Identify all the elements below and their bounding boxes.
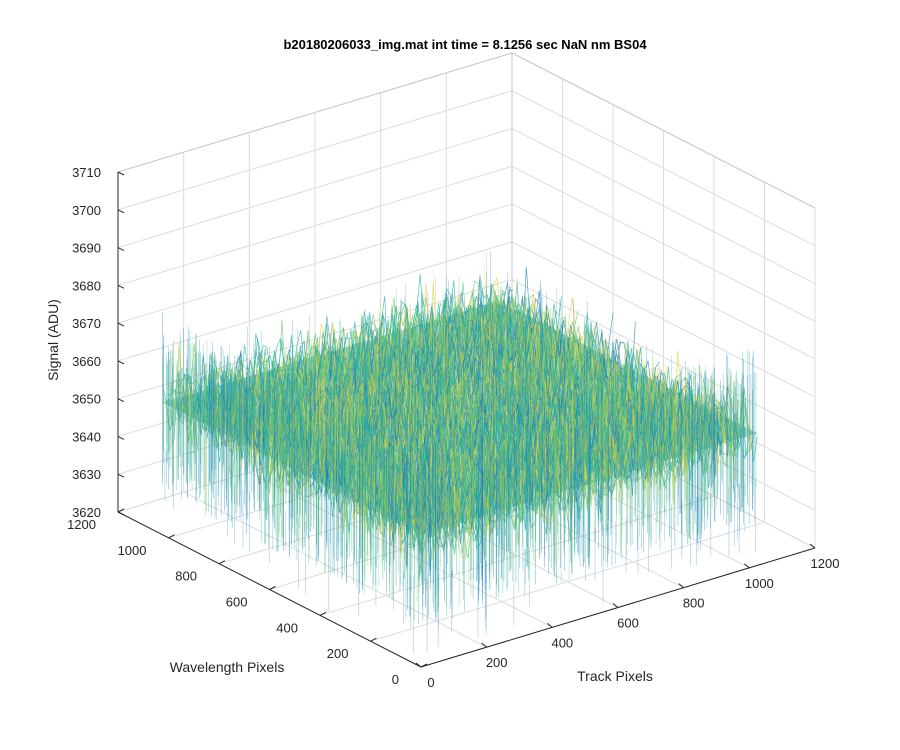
- x-tick-mark: [415, 662, 422, 668]
- x-tick-label: 400: [551, 635, 573, 650]
- z-tick-label: 3620: [72, 505, 101, 520]
- floor-gridline: [370, 521, 765, 642]
- y-axis-label: Wavelength Pixels: [170, 659, 285, 675]
- y-tick-mark: [218, 560, 226, 565]
- x-tick-label: 200: [486, 655, 508, 670]
- box-edge: [511, 52, 816, 209]
- x-tick-label: 600: [617, 616, 639, 631]
- back-wall-gridline: [117, 165, 513, 286]
- surface-layer: [162, 251, 758, 654]
- axes-layer: 0 200 400 600 800 1000 1200 0 200 400 600 800 1000 12…: [67, 165, 839, 690]
- x-tick-mark: [612, 603, 619, 608]
- chart-title: b20180206033_img.mat int time = 8.1256 s…: [283, 37, 647, 52]
- z-tick-mark: [117, 284, 125, 289]
- y-tick-mark: [269, 586, 276, 590]
- z-tick-label: 3650: [72, 392, 101, 407]
- x-tick-mark: [481, 642, 487, 648]
- x-tick-mark: [744, 563, 750, 569]
- y-tick-label: 600: [226, 595, 248, 610]
- z-tick-mark: [117, 209, 125, 214]
- x-tick-label: 800: [683, 596, 705, 611]
- y-tick-label: 200: [327, 646, 349, 661]
- z-tick-mark: [117, 322, 125, 327]
- box-edge: [117, 52, 513, 173]
- y-tick-mark: [117, 508, 125, 513]
- z-tick-mark: [117, 247, 125, 252]
- y-tick-mark: [319, 611, 327, 616]
- z-tick-label: 3670: [72, 316, 101, 331]
- side-wall-gridline: [511, 279, 816, 436]
- z-tick-label: 3710: [72, 165, 101, 180]
- z-tick-label: 3700: [72, 203, 101, 218]
- side-wall-gridline: [511, 128, 816, 285]
- y-tick-label: 1000: [118, 543, 147, 558]
- z-tick-mark: [117, 511, 125, 516]
- floor-gridline: [319, 495, 715, 616]
- z-tick-mark: [117, 171, 125, 176]
- z-tick-label: 3680: [72, 278, 101, 293]
- y-tick-mark: [370, 637, 377, 642]
- z-tick-mark: [117, 435, 125, 440]
- side-wall-gridline: [511, 165, 816, 322]
- z-axis-label: Signal (ADU): [45, 299, 61, 381]
- x-tick-label: 0: [427, 675, 434, 690]
- y-tick-label: 0: [392, 672, 399, 687]
- side-wall-gridline: [511, 90, 816, 247]
- x-tick-mark: [809, 543, 816, 549]
- y-tick-mark: [168, 534, 175, 539]
- z-tick-mark: [117, 398, 125, 403]
- back-wall-gridline: [117, 90, 513, 211]
- back-wall-gridline: [117, 203, 513, 324]
- x-tick-mark: [678, 583, 684, 589]
- x-tick-label: 1200: [811, 556, 840, 571]
- x-tick-mark: [547, 622, 553, 628]
- side-wall-gridline: [511, 241, 816, 398]
- y-tick-label: 800: [175, 569, 197, 584]
- y-tick-mark: [420, 663, 428, 668]
- back-wall-gridline: [117, 128, 513, 249]
- x-tick-label: 1000: [745, 576, 774, 591]
- z-tick-label: 3660: [72, 354, 101, 369]
- z-tick-mark: [117, 360, 125, 365]
- z-tick-label: 3640: [72, 429, 101, 444]
- z-tick-label: 3630: [72, 467, 101, 482]
- y-tick-label: 1200: [67, 517, 96, 532]
- z-tick-label: 3690: [72, 241, 101, 256]
- z-tick-mark: [117, 473, 125, 478]
- surface-trace: [162, 273, 500, 408]
- side-wall-gridline: [511, 203, 816, 360]
- y-tick-label: 400: [276, 620, 298, 635]
- x-axis-label: Track Pixels: [577, 668, 653, 684]
